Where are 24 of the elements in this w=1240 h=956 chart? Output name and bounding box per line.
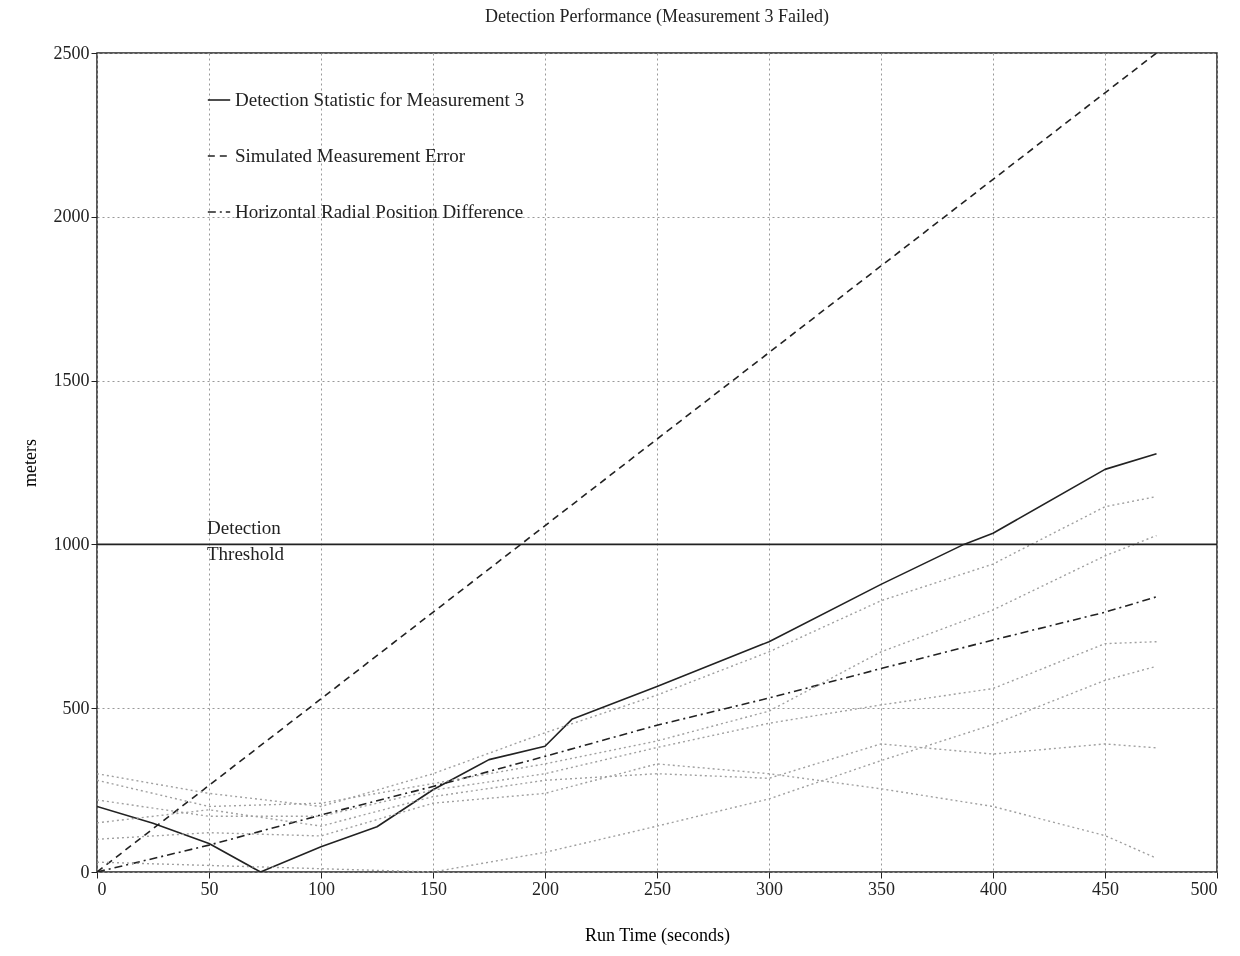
x-tick-label: 200: [532, 878, 559, 899]
x-tick-label: 350: [868, 878, 895, 899]
x-tick-label: 300: [756, 878, 783, 899]
legend-label: Simulated Measurement Error: [235, 145, 466, 166]
x-tick-label: 400: [980, 878, 1007, 899]
y-axis-title: meters: [19, 439, 40, 487]
y-tick-label: 1000: [53, 533, 90, 554]
y-tick-label: 0: [80, 861, 90, 882]
x-tick-label: 250: [644, 878, 671, 899]
y-tick-label: 2000: [53, 206, 90, 227]
y-tick-label: 1500: [53, 370, 90, 391]
x-tick-label: 50: [200, 878, 219, 899]
chart-title: Detection Performance (Measurement 3 Failed): [485, 6, 829, 27]
y-tick-label: 500: [62, 697, 90, 718]
y-tick-label: 2500: [53, 42, 90, 63]
ref-line-label: Detection Threshold: [207, 517, 285, 565]
x-tick-label: 450: [1092, 878, 1119, 899]
x-tick-label: 0: [97, 878, 107, 899]
x-tick-label: 500: [1190, 878, 1218, 899]
legend-label: Detection Statistic for Measurement 3: [235, 89, 525, 110]
legend-label: Horizontal Radial Position Difference: [235, 201, 524, 222]
x-axis-title: Run Time (seconds): [584, 924, 731, 946]
x-tick-label: 100: [308, 878, 335, 899]
x-tick-label: 150: [420, 878, 447, 899]
